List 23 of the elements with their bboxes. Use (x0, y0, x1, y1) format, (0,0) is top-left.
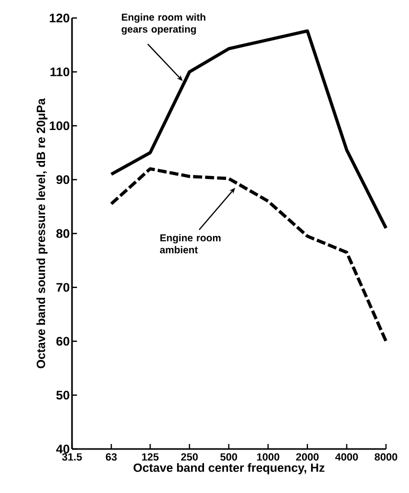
x-tick-label: 8000 (374, 453, 398, 461)
annotation: Engine room ambient (160, 234, 221, 254)
x-tick-label: 500 (220, 453, 238, 461)
x-tick-label: 31.5 (62, 453, 82, 461)
y-tick-label: 60 (56, 336, 70, 346)
x-tick-label: 250 (181, 453, 198, 461)
y-tick-label: 40 (56, 444, 70, 454)
annotation: Engine room with gears operating (122, 13, 206, 35)
x-tick-label: 1000 (257, 453, 280, 461)
y-tick-label: 80 (56, 229, 70, 238)
x-axis-title: Octave band center frequency, Hz (134, 463, 324, 474)
x-tick-label: 4000 (335, 453, 358, 461)
x-tick-label: 2000 (296, 453, 319, 461)
line-series (110, 167, 388, 343)
y-tick-label: 110 (50, 67, 70, 76)
y-tick-label: 90 (56, 175, 70, 184)
y-tick-label: 70 (56, 282, 70, 292)
x-tick-label: 63 (106, 453, 117, 461)
y-axis-title: Octave band sound pressure level, dB re 20μPa (36, 98, 48, 368)
y-tick-label: 100 (50, 121, 70, 130)
y-tick-label: 50 (56, 390, 70, 400)
y-tick-label: 120 (50, 14, 70, 22)
x-tick-label: 125 (142, 453, 159, 461)
